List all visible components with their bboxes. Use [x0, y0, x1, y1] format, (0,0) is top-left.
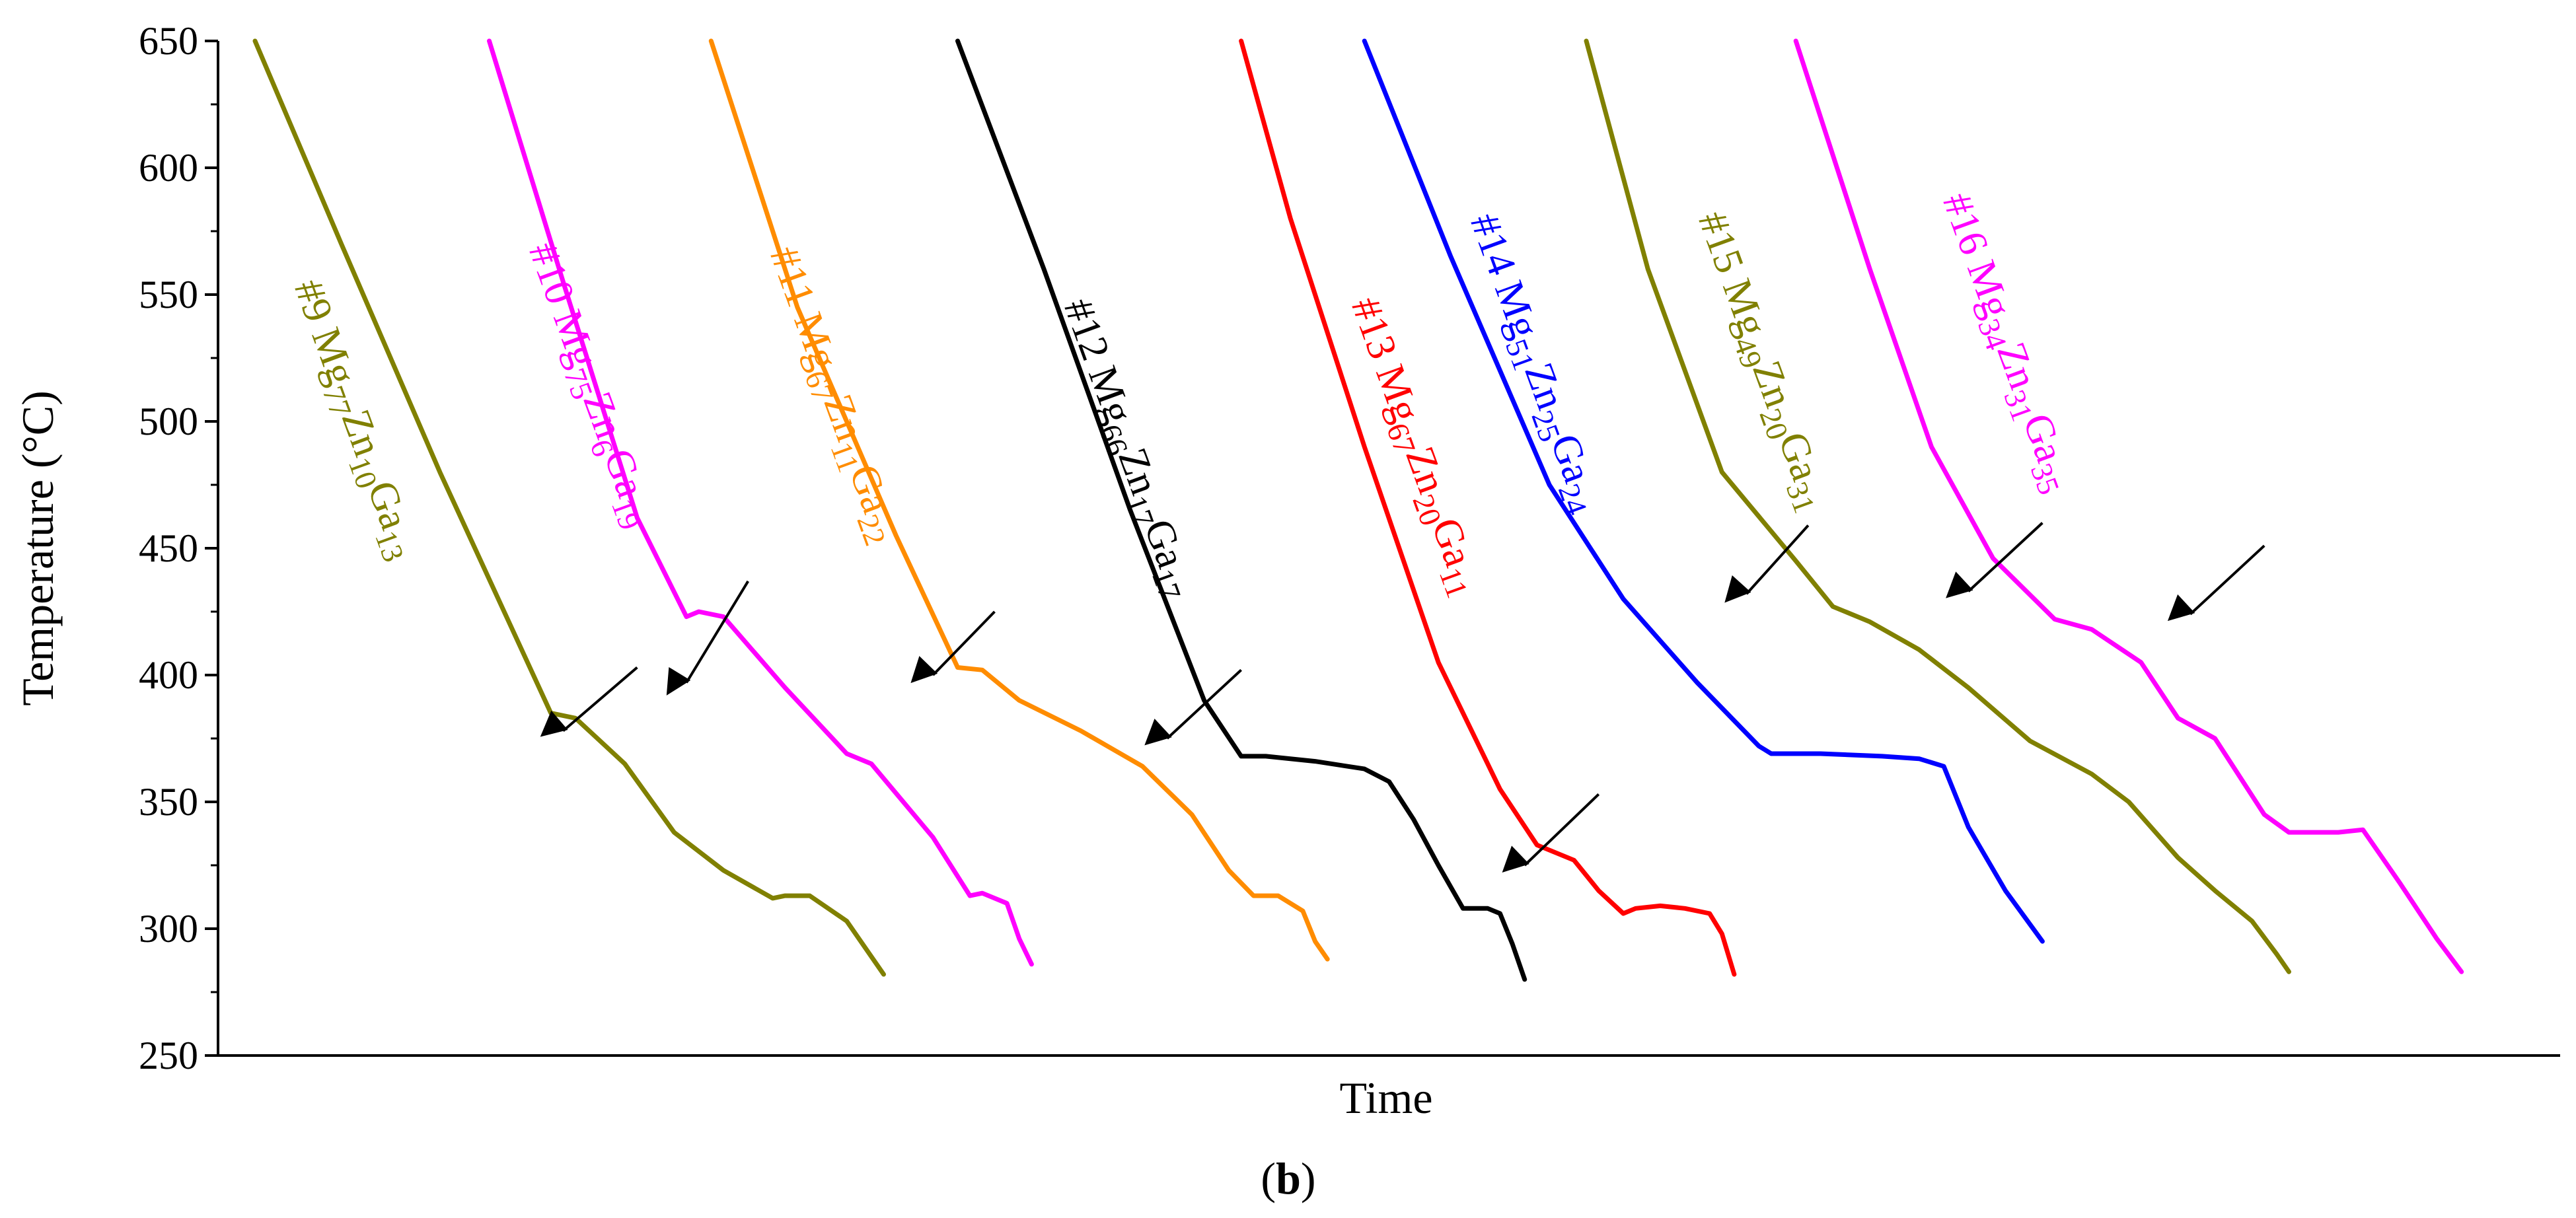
arrow-annotations	[540, 522, 2265, 873]
series-labels: #9 Mg77Zn10Ga13 #10 Mg75Zn6Ga19 #11 Mg67Zn…	[279, 188, 2082, 605]
y-tick-label-350: 350	[139, 780, 198, 824]
arrow-1	[540, 666, 638, 737]
series-label-7: #15 Mg49Zn20Ga31	[1683, 206, 1838, 518]
series-lines	[252, 38, 2464, 982]
y-axis-label: Temperature (°C)	[13, 390, 63, 705]
series-line-5	[1239, 38, 1737, 977]
series-line-6	[1362, 38, 2045, 944]
series-line-8	[1793, 38, 2464, 974]
plot-area: 250 300 350 400 450 500 550 600 650 #9 Mg77Zn10G…	[139, 19, 2560, 1077]
arrow-3	[910, 610, 996, 684]
y-tick-label-650: 650	[139, 19, 198, 63]
y-tick-label-450: 450	[139, 526, 198, 570]
panel-label: (b)	[1261, 1153, 1315, 1203]
series-line-3	[708, 38, 1330, 962]
y-tick-label-600: 600	[139, 146, 198, 190]
series-line-4	[955, 38, 1527, 982]
series-line-7	[1584, 38, 2291, 974]
series-line-2	[487, 38, 1034, 967]
series-label-4: #12 Mg66Zn17Ga17	[1049, 293, 1204, 605]
arrow-7	[1946, 522, 2043, 598]
arrow-5	[1502, 793, 1600, 873]
x-axis-label: Time	[1339, 1073, 1432, 1123]
series-label-5: #13 Mg67Zn20Ga11	[1336, 292, 1491, 602]
arrow-2	[666, 580, 749, 696]
y-tick-label-550: 550	[139, 273, 198, 316]
series-label-6: #14 Mg51Zn25Ga24	[1455, 208, 1610, 520]
arrow-4	[1144, 668, 1242, 746]
series-label-1: #9 Mg77Zn10Ga13	[279, 274, 427, 567]
y-axis-ticks: 250 300 350 400 450 500 550 600 650	[139, 19, 218, 1077]
arrow-8	[2167, 544, 2265, 622]
series-line-1	[252, 38, 886, 977]
y-tick-label-300: 300	[139, 907, 198, 950]
series-label-3: #11 Mg67Zn11Ga22	[754, 241, 909, 550]
y-tick-label-500: 500	[139, 400, 198, 443]
arrow-6	[1724, 524, 1810, 603]
y-tick-label-400: 400	[139, 653, 198, 697]
series-label-8: #16 Mg34Zn31Ga35	[1927, 188, 2082, 499]
series-label-2: #10 Mg75Zn6Ga19	[513, 237, 663, 534]
y-tick-label-250: 250	[139, 1034, 198, 1077]
